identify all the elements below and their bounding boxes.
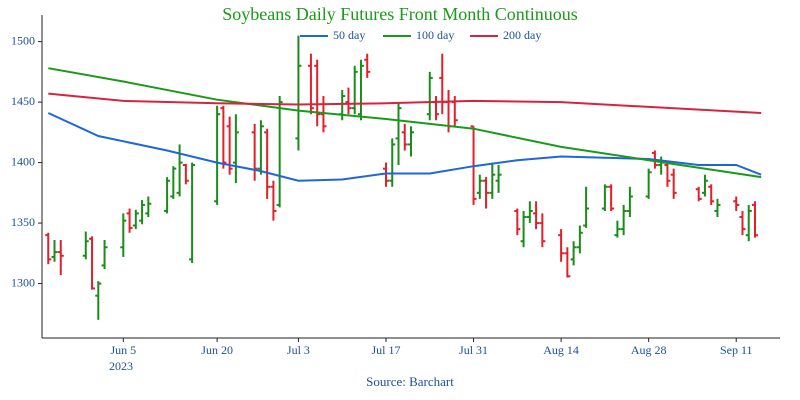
- ohlc-bar: [139, 200, 146, 225]
- y-tick-label: 1500: [11, 33, 35, 47]
- ohlc-bar: [182, 163, 189, 185]
- ohlc-bar: [495, 165, 502, 193]
- y-tick-label: 1400: [11, 154, 35, 168]
- y-tick-label: 1350: [11, 215, 35, 229]
- ohlc-bar: [251, 123, 258, 181]
- ohlc-bar: [583, 186, 590, 228]
- x-tick-label: Jun 20: [201, 343, 233, 357]
- ohlc-bar: [539, 213, 546, 248]
- ohlc-bar: [276, 96, 283, 208]
- x-year-label: 2023: [109, 359, 133, 373]
- x-tick-label: Aug 14: [543, 343, 579, 357]
- ohlc-bar: [320, 96, 327, 133]
- ohlc-bar: [145, 196, 152, 218]
- ohlc-bar: [257, 120, 264, 175]
- ohlc-bar: [570, 241, 577, 266]
- ohlc-bar: [483, 177, 490, 209]
- x-tick-label: Jun 5: [110, 343, 136, 357]
- ohlc-bar: [739, 210, 746, 236]
- y-tick-label: 1300: [11, 275, 35, 289]
- legend-label: 100 day: [416, 28, 454, 42]
- legend-label: 50 day: [333, 28, 365, 42]
- source: Source: Barchart: [366, 374, 454, 389]
- ohlc-bar: [51, 240, 58, 262]
- ohlc-bar: [220, 105, 227, 169]
- ohlc-bar: [533, 201, 540, 230]
- ohlc-bar: [526, 201, 533, 224]
- ohlc-bar: [120, 213, 127, 257]
- ohlc-bar: [433, 96, 440, 121]
- chart-title: Soybeans Daily Futures Front Month Conti…: [222, 4, 578, 24]
- ohlc-bar: [426, 71, 433, 121]
- ohlc-bar: [314, 59, 321, 127]
- ohlc-bar: [564, 247, 571, 278]
- ohlc-bar: [751, 201, 758, 238]
- ohlc-bar: [408, 126, 414, 157]
- x-tick-label: Jul 3: [287, 343, 310, 357]
- ohlc-bar: [439, 53, 446, 115]
- x-tick-label: Jul 31: [459, 343, 488, 357]
- ohlc-bar: [614, 220, 621, 238]
- x-tick-label: Jul 17: [371, 343, 400, 357]
- ohlc-bar: [626, 186, 633, 218]
- ohlc-bar: [351, 65, 358, 115]
- ohlc-bar: [45, 232, 52, 265]
- ohlc-bar: [558, 229, 565, 262]
- ohlc-bar: [733, 196, 740, 211]
- ohlc-bar: [489, 162, 496, 199]
- ohlc-bar: [95, 281, 102, 320]
- ohlc-bar: [745, 204, 752, 242]
- x-tick-label: Aug 28: [631, 343, 667, 357]
- ohlc-bar: [295, 35, 302, 151]
- ohlc-bar: [520, 210, 527, 248]
- ohlc-bar: [126, 208, 133, 233]
- ohlc-bar: [89, 236, 96, 290]
- ohlc-bar: [401, 123, 408, 151]
- ohlc-bar: [645, 168, 652, 199]
- ohlc-bar: [164, 177, 171, 214]
- ohlc-bar: [82, 231, 89, 260]
- ohlc-bar: [476, 174, 483, 199]
- ohlc-bar: [395, 102, 402, 166]
- ohlc-bar: [576, 225, 583, 254]
- ohlc-bar: [170, 166, 177, 199]
- ohlc-bar: [701, 174, 708, 197]
- ohlc-bar: [270, 180, 277, 221]
- ohlc-bar: [708, 184, 715, 205]
- ohlc-bar: [664, 162, 671, 187]
- ohlc-bar: [264, 128, 271, 199]
- ohlc-bar: [389, 138, 396, 187]
- ohlc-bar: [714, 198, 721, 218]
- ohlc-bar: [364, 53, 371, 78]
- ohlc-bar: [620, 204, 627, 236]
- ohlc-bar: [101, 240, 108, 270]
- ohlc-bar: [57, 240, 64, 276]
- ma-line: [48, 92, 762, 114]
- ohlc-bar: [382, 162, 389, 187]
- ohlc-bar: [601, 184, 608, 211]
- ohlc-bar: [357, 59, 364, 121]
- ma-line: [48, 67, 762, 179]
- legend-label: 200 day: [503, 28, 541, 42]
- y-tick-label: 1450: [11, 94, 35, 108]
- ohlc-bar: [232, 114, 239, 184]
- x-tick-label: Sep 11: [720, 343, 753, 357]
- ohlc-bar: [670, 168, 677, 199]
- ohlc-bar: [608, 184, 615, 211]
- ohlc-bar: [695, 186, 702, 202]
- ohlc-bar: [189, 162, 196, 263]
- ma-line: [47, 112, 762, 182]
- ohlc-bar: [514, 208, 521, 236]
- ohlc-bar: [132, 209, 139, 230]
- ohlc-bar: [345, 87, 352, 115]
- ohlc-bar: [214, 105, 221, 205]
